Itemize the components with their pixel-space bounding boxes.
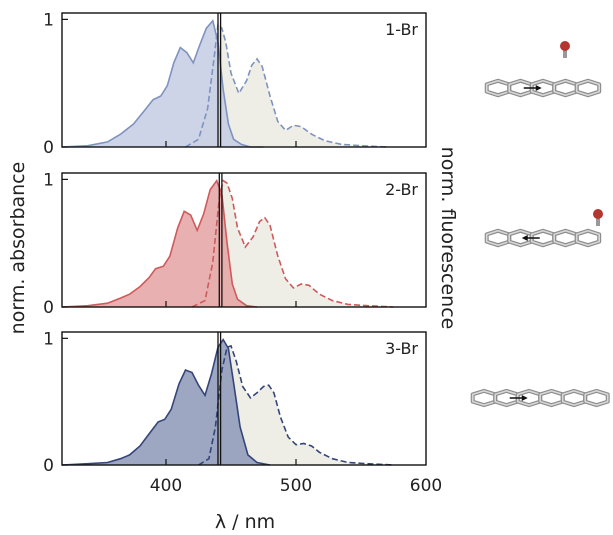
y-axis-label-right: norm. fluorescence	[437, 147, 459, 330]
panel-label: 2-Br	[385, 180, 418, 199]
x-tick-label: 500	[280, 476, 312, 496]
molecule-3-br-structure	[470, 388, 610, 408]
x-axis-ticks: 400 500 600	[150, 476, 442, 496]
panel-frame	[61, 12, 427, 148]
ring-highlight	[575, 230, 601, 246]
absorbance-area	[62, 180, 257, 307]
x-axis-label: λ / nm	[215, 511, 275, 533]
y-tick-label: 1	[43, 329, 54, 349]
y-tick-label: 0	[43, 456, 54, 476]
ring-highlight	[485, 80, 511, 96]
x-tick-label: 400	[150, 476, 182, 496]
y-tick-label: 1	[43, 170, 54, 190]
ring-highlight	[561, 390, 587, 406]
molecule-1-br-structure	[484, 41, 602, 98]
ring-highlight	[485, 230, 511, 246]
br-atom	[560, 41, 570, 51]
fluorescence-line	[185, 22, 388, 148]
absorbance-line	[61, 18, 264, 148]
br-atom	[593, 209, 603, 219]
y-tick-label: 1	[43, 10, 54, 30]
ring-highlight	[471, 390, 497, 406]
fluorescence-area	[198, 345, 394, 465]
ring-highlight	[553, 80, 578, 96]
panel-frame	[61, 331, 427, 466]
fluorescence-line	[198, 344, 394, 466]
panel-3: 0 1 3-Br	[43, 329, 427, 476]
absorbance-line	[61, 179, 258, 308]
absorbance-line	[61, 338, 271, 466]
y-axis-label-left: norm. absorbance	[7, 162, 29, 335]
ring-highlight	[539, 390, 564, 406]
spectra-panels: 0 1 1-Br 0 1 2-Br 0 1 3-Br	[43, 10, 427, 476]
dipole-arrowhead	[521, 235, 528, 241]
ring-highlight	[553, 230, 578, 246]
y-tick-label: 0	[43, 138, 54, 158]
panel-label: 3-Br	[385, 339, 418, 358]
fluorescence-area	[192, 180, 394, 307]
panel-2: 0 1 2-Br	[43, 170, 427, 318]
molecule-2-br-structure	[484, 209, 603, 248]
panel-label: 1-Br	[385, 20, 418, 39]
absorbance-area	[62, 20, 264, 148]
fluorescence-area	[185, 24, 387, 147]
y-tick-label: 0	[43, 298, 54, 318]
x-tick-label: 600	[410, 476, 442, 496]
ring-highlight	[575, 80, 601, 96]
dipole-arrowhead	[535, 85, 542, 91]
ring-highlight	[584, 390, 609, 406]
panel-1: 0 1 1-Br	[43, 10, 427, 158]
dipole-arrowhead	[521, 395, 528, 401]
panel-frame	[61, 172, 427, 308]
